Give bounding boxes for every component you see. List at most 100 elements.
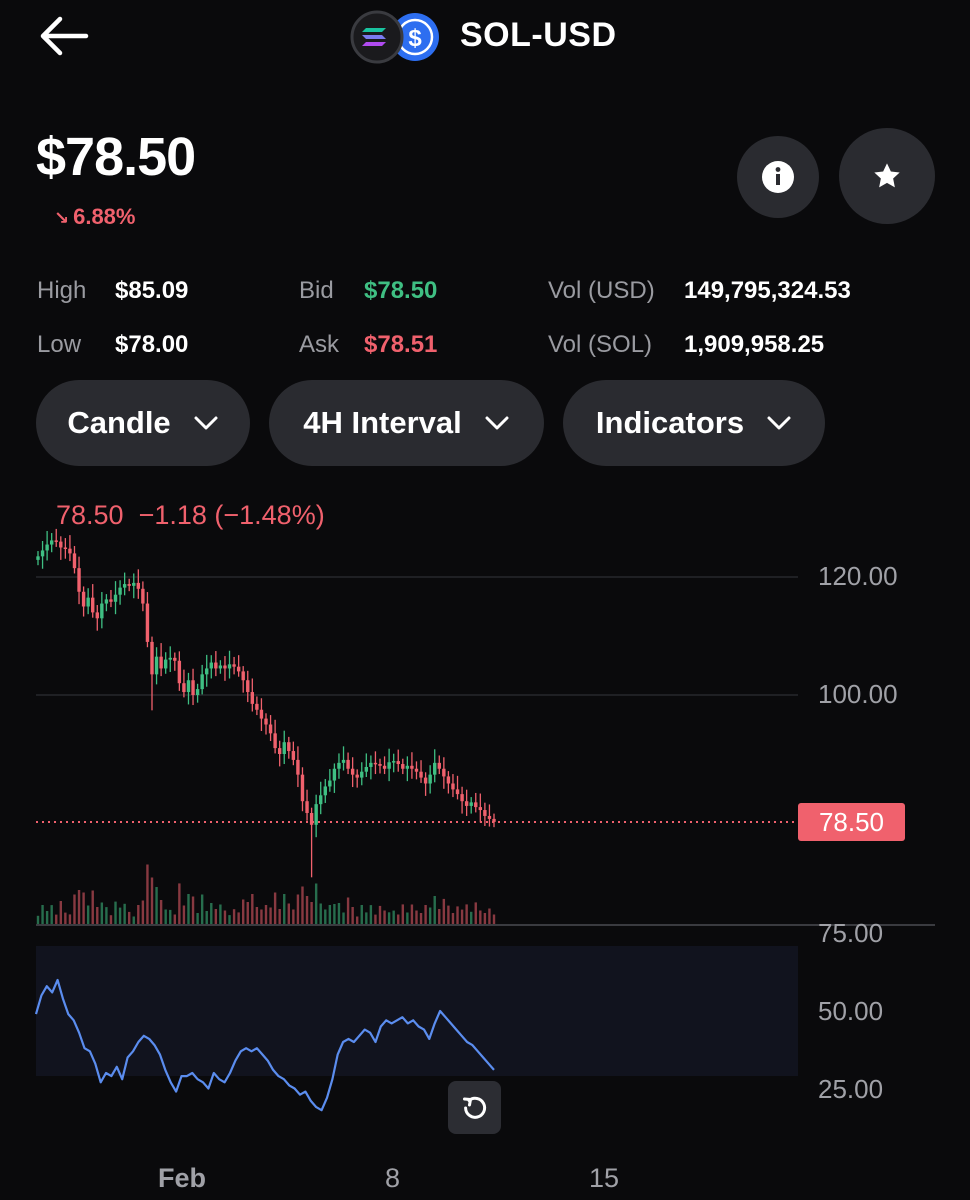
chevron-down-icon — [767, 416, 791, 430]
volume-bar — [232, 909, 236, 924]
candle-body — [36, 556, 40, 560]
candle-body — [100, 603, 104, 619]
candle-body — [168, 657, 172, 660]
rsi-band — [36, 946, 798, 1076]
candle-body — [136, 582, 141, 589]
low-label: Low — [37, 331, 82, 358]
arrow-left-icon — [40, 16, 89, 56]
candle-body — [282, 742, 286, 754]
candle-body — [341, 759, 346, 763]
volume-bar — [378, 905, 382, 924]
low-value: $78.00 — [115, 331, 189, 358]
volume-bar — [474, 902, 477, 924]
volume-bar — [164, 909, 167, 924]
x-tick-15: 15 — [589, 1163, 620, 1193]
candle-body — [68, 548, 72, 554]
volume-bar — [137, 905, 140, 924]
volume-bar — [173, 914, 176, 924]
x-tick-8: 8 — [385, 1163, 401, 1193]
volume-bar — [242, 899, 245, 924]
candle-body — [177, 660, 182, 684]
candle-body — [446, 776, 451, 784]
volume-bar — [374, 914, 377, 924]
volume-bar — [292, 909, 295, 924]
candle-body — [118, 587, 122, 595]
candle-body — [419, 771, 423, 778]
volume-bar — [287, 903, 290, 924]
arrow-down-right-icon: ↘ — [54, 208, 70, 228]
volume-bar — [397, 914, 400, 924]
candle-body — [300, 774, 305, 802]
candle-body — [40, 550, 45, 557]
volume-bar — [169, 909, 172, 924]
volume-bar — [488, 908, 491, 924]
candle-body — [232, 664, 236, 667]
candle-body — [451, 783, 455, 790]
volume-bar — [333, 904, 336, 924]
candle-body — [109, 599, 113, 602]
candle-body — [391, 761, 396, 763]
chart-type-dropdown[interactable]: Candle — [36, 380, 250, 466]
volume-bar — [351, 907, 354, 924]
candle-body — [405, 765, 410, 769]
candle-body — [287, 742, 291, 752]
volume-bar — [228, 915, 231, 924]
candle-body — [378, 764, 382, 766]
candle-body — [355, 774, 359, 778]
volume-bar — [264, 905, 268, 924]
candle-body — [455, 789, 460, 795]
volume-bar — [328, 905, 332, 924]
volume-bar — [428, 907, 432, 924]
price-change-value: 6.88% — [73, 204, 136, 229]
pair-logos: $ — [350, 10, 442, 64]
volume-bar — [73, 894, 76, 924]
pair-title: SOL-USD — [460, 16, 617, 54]
candle-body — [319, 795, 323, 805]
volume-bar — [337, 903, 341, 924]
candle-body — [350, 768, 355, 775]
interval-label: 4H Interval — [303, 405, 462, 440]
candle-body — [104, 599, 109, 604]
candle-body — [442, 768, 446, 777]
bid-label: Bid — [299, 277, 334, 304]
candle-body — [428, 774, 432, 784]
candle-body — [59, 541, 63, 548]
candle-body — [437, 762, 441, 769]
reset-chart-button[interactable] — [448, 1081, 501, 1134]
candle-body — [205, 668, 209, 675]
candle-body — [223, 665, 227, 669]
indicators-dropdown[interactable]: Indicators — [563, 380, 825, 466]
volume-bar — [310, 902, 313, 924]
volume-bar — [319, 903, 322, 924]
candle-body — [382, 765, 387, 769]
volume-bar — [91, 890, 94, 924]
candle-body — [309, 813, 314, 825]
interval-dropdown[interactable]: 4H Interval — [269, 380, 544, 466]
volume-bar — [41, 905, 44, 924]
candle-body — [49, 540, 54, 545]
candle-body — [77, 568, 81, 592]
indicators-label: Indicators — [595, 405, 745, 440]
volume-bar — [200, 894, 204, 924]
candle-body — [360, 771, 364, 778]
volume-bar — [50, 905, 53, 924]
volume-bar — [64, 912, 67, 924]
volume-bar — [182, 905, 186, 924]
candle-body — [214, 662, 218, 669]
candle-body — [63, 547, 68, 549]
back-button[interactable] — [38, 14, 90, 58]
candle-body — [369, 762, 373, 767]
chevron-down-icon — [194, 416, 218, 430]
candle-body — [163, 659, 168, 669]
candle-body — [364, 766, 369, 772]
rsi-line — [34, 978, 495, 1112]
candle-body — [227, 664, 232, 669]
volume-bar — [456, 906, 459, 924]
volume-bar — [415, 910, 418, 924]
rsi-tick-50: 50.00 — [818, 996, 884, 1026]
favorite-button[interactable] — [839, 128, 935, 224]
volume-bar — [219, 904, 222, 924]
volume-bar — [159, 900, 163, 924]
info-button[interactable] — [737, 136, 819, 218]
